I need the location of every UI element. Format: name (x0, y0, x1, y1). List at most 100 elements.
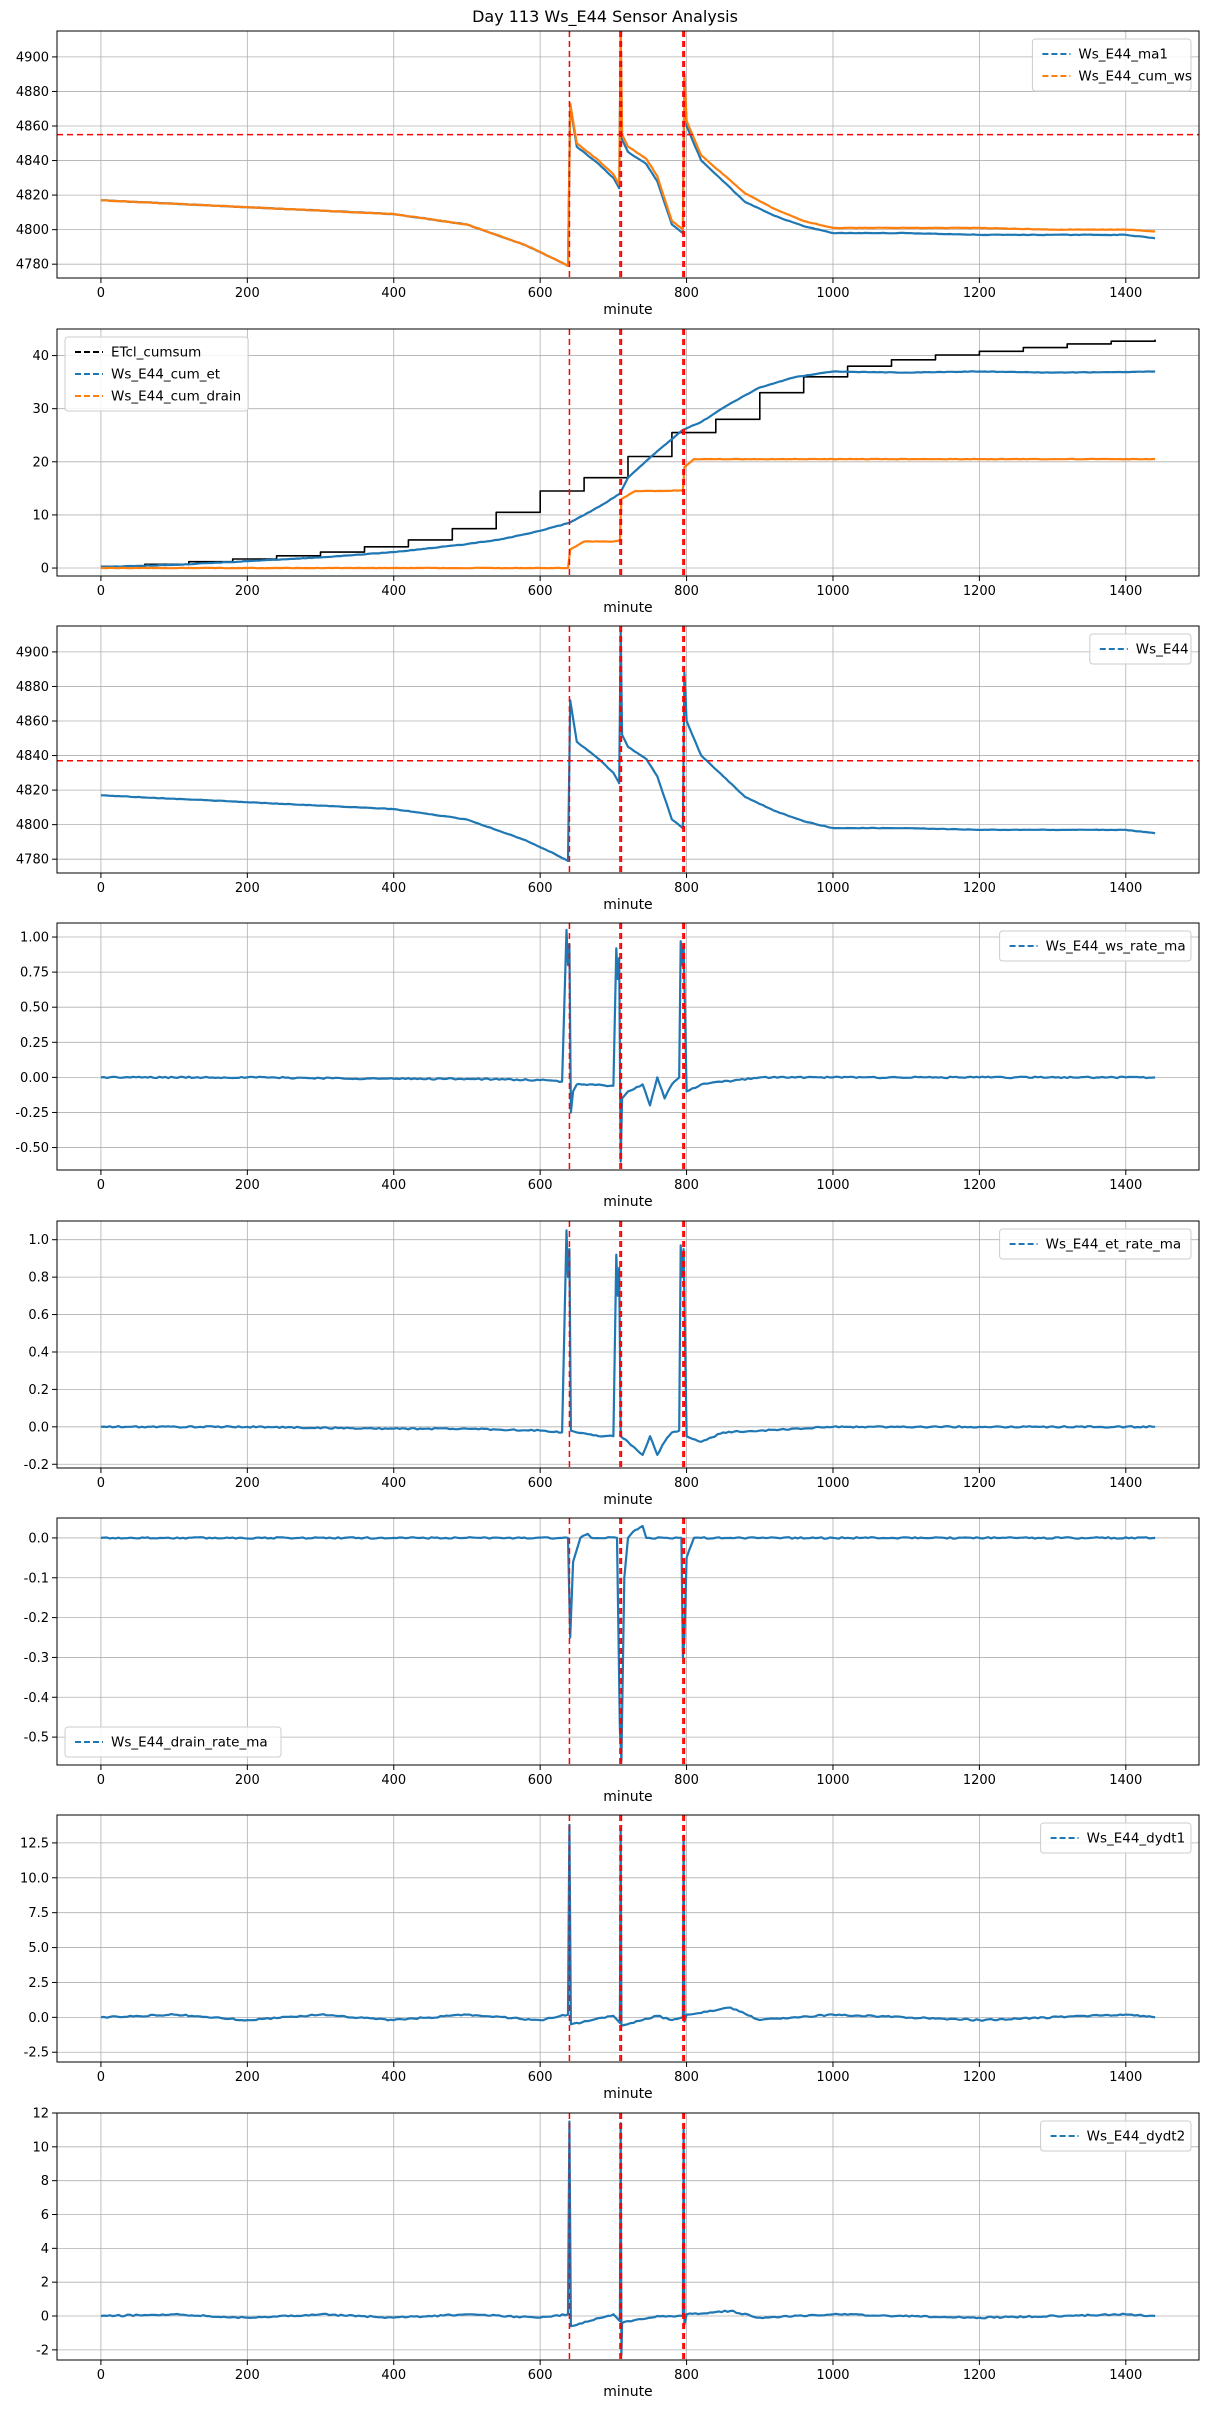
x-tick-label: 0 (97, 286, 105, 301)
plot-area (100, 1815, 1156, 2062)
y-tick-label: 4840 (16, 749, 49, 764)
y-tick-label: -0.3 (24, 1651, 49, 1666)
x-tick-label: 1200 (963, 881, 996, 896)
x-tick-label: 400 (381, 1178, 406, 1193)
x-tick-label: 0 (97, 584, 105, 599)
series-line (100, 2120, 1156, 2356)
x-tick-label: 200 (235, 1178, 260, 1193)
legend: Ws_E44_dydt2 (1040, 2120, 1192, 2152)
legend-box (1040, 1822, 1192, 1854)
y-tick-label: 0.25 (20, 1036, 49, 1051)
y-tick-label: 0.6 (28, 1308, 49, 1323)
legend-entry: Ws_E44_ma1 (1078, 47, 1168, 63)
legend: Ws_E44_ws_rate_ma (999, 930, 1192, 962)
x-tick-label: 0 (97, 1773, 105, 1788)
y-tick-label: -0.4 (24, 1691, 49, 1706)
x-tick-label: 1200 (963, 1178, 996, 1193)
y-tick-label: -0.2 (24, 1458, 49, 1473)
axes-frame (56, 1814, 1200, 2063)
legend-box (999, 1228, 1192, 1260)
y-tick-label: -0.5 (24, 1731, 49, 1746)
legend-box (1089, 633, 1192, 665)
y-tick-label: 0.0 (28, 2011, 49, 2026)
x-tick-label: 1400 (1109, 881, 1142, 896)
x-tick-label: 800 (674, 1773, 699, 1788)
x-tick-label: 1200 (963, 2368, 996, 2383)
x-tick-label: 600 (528, 286, 553, 301)
plot-area (100, 2113, 1156, 2360)
y-tick-label: 0 (41, 562, 49, 577)
x-tick-label: 200 (235, 1773, 260, 1788)
y-tick-label: 1.00 (20, 931, 49, 946)
x-tick-label: 1000 (816, 584, 849, 599)
y-tick-label: 4880 (16, 85, 49, 100)
x-tick-label: 400 (381, 1476, 406, 1491)
series-line (100, 630, 1156, 862)
y-tick-label: -0.25 (15, 1106, 49, 1121)
series-line (100, 370, 1156, 569)
y-tick-label: 4860 (16, 120, 49, 135)
x-tick-label: 600 (528, 881, 553, 896)
y-tick-label: 0.0 (28, 1531, 49, 1546)
x-tick-label: 0 (97, 2070, 105, 2085)
x-tick-label: 800 (674, 881, 699, 896)
chart-panels: 0 200 400 600 800 1000 1200 1400478048004820484… (15, 30, 1200, 2400)
x-axis-label: minute (603, 600, 652, 616)
x-tick-label: 1000 (816, 286, 849, 301)
axes-frame (56, 30, 1200, 279)
axes-frame (56, 625, 1200, 874)
x-tick-label: 600 (528, 2070, 553, 2085)
y-tick-label: 7.5 (28, 1906, 49, 1921)
figure-title: Day 113 Ws_E44 Sensor Analysis (472, 7, 738, 27)
y-tick-label: 0 (41, 2310, 49, 2325)
plot-area (100, 329, 1156, 576)
y-tick-label: 4800 (16, 223, 49, 238)
y-tick-label: 4840 (16, 154, 49, 169)
x-tick-label: 1400 (1109, 1773, 1142, 1788)
legend-entry: Ws_E44_dydt2 (1087, 2129, 1186, 2145)
x-tick-label: 800 (674, 2368, 699, 2383)
chart-panel-4: 0 200 400 600 800 1000 1200 1400 -0.50 -0.25 0.00 0… (15, 922, 1200, 1210)
chart-panel-5: 0 200 400 600 800 1000 1200 1400 -0.2 0.0 0.2 0.4 0.… (24, 1220, 1200, 1508)
x-tick-label: 1200 (963, 1476, 996, 1491)
y-tick-label: 4900 (16, 50, 49, 65)
x-tick-label: 1400 (1109, 1476, 1142, 1491)
y-tick-label: 40 (32, 349, 49, 364)
x-tick-label: 1400 (1109, 2368, 1142, 2383)
y-tick-label: 4780 (16, 258, 49, 273)
legend: Ws_E44_drain_rate_ma (64, 1726, 282, 1758)
series-line (100, 1229, 1156, 1456)
y-tick-label: 6 (41, 2208, 49, 2223)
x-tick-label: 600 (528, 584, 553, 599)
x-tick-label: 0 (97, 881, 105, 896)
legend: Ws_E44_ma1 Ws_E44_cum_ws (1031, 38, 1192, 92)
legend-entry: ETcl_cumsum (111, 345, 201, 361)
y-tick-label: 4860 (16, 715, 49, 730)
x-tick-label: 800 (674, 584, 699, 599)
x-tick-label: 1000 (816, 881, 849, 896)
y-tick-label: -2.5 (24, 2046, 49, 2061)
y-tick-label: 0.75 (20, 966, 49, 981)
x-tick-label: 400 (381, 286, 406, 301)
plot-area (100, 1518, 1156, 1765)
x-axis-label: minute (603, 302, 652, 318)
x-axis-label: minute (603, 1194, 652, 1210)
y-tick-label: 0.2 (28, 1383, 49, 1398)
x-tick-label: 400 (381, 584, 406, 599)
legend-box (1040, 2120, 1192, 2152)
plot-area (100, 1221, 1156, 1468)
chart-panel-7: 0 200 400 600 800 1000 1200 1400 -2.5 0.0 2.5 5.0 7.… (20, 1814, 1200, 2102)
x-tick-label: 800 (674, 286, 699, 301)
chart-panel-1: 0 200 400 600 800 1000 1200 1400 4780 4800 4820 484… (16, 30, 1200, 318)
y-tick-label: 0.0 (28, 1420, 49, 1435)
x-tick-label: 400 (381, 2368, 406, 2383)
series-line (100, 1524, 1156, 1763)
y-tick-label: 4820 (16, 189, 49, 204)
legend: Ws_E44 (1089, 633, 1192, 665)
x-axis-label: minute (603, 2384, 652, 2400)
x-tick-label: 1000 (816, 2368, 849, 2383)
legend-entry: Ws_E44_drain_rate_ma (111, 1735, 268, 1751)
legend-entry: Ws_E44 (1136, 642, 1189, 658)
x-tick-label: 200 (235, 584, 260, 599)
x-tick-label: 1400 (1109, 1178, 1142, 1193)
